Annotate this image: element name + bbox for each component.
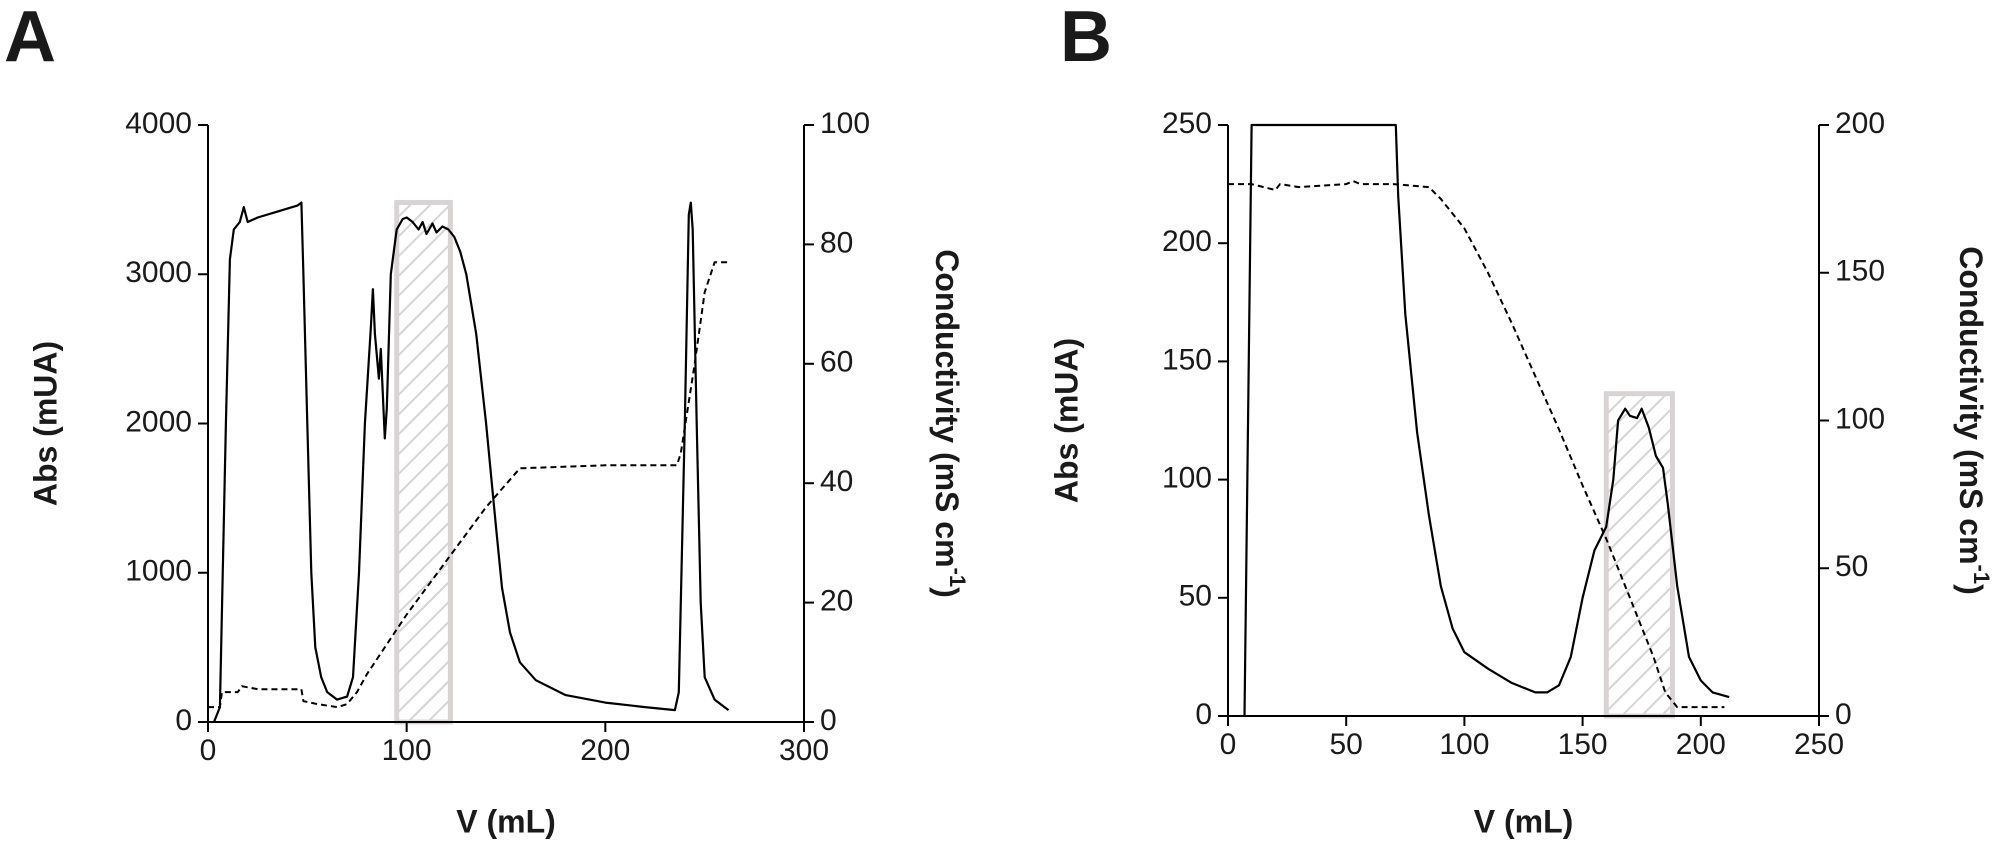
y2-axis-label-sup: -1 bbox=[945, 568, 970, 588]
panel-label: B bbox=[1060, 0, 1112, 77]
y-axis-label: Abs (mUA) bbox=[27, 341, 63, 506]
x-tick-label: 0 bbox=[200, 734, 217, 767]
y2-tick-label: 60 bbox=[820, 346, 853, 379]
y2-tick-label: 20 bbox=[820, 585, 853, 618]
y-tick-label: 100 bbox=[1162, 462, 1212, 495]
y-tick-label: 4000 bbox=[125, 107, 192, 140]
y2-axis-label-text: Conductivity (mS cm bbox=[929, 249, 965, 567]
y2-axis-label-text: Conductivity (mS cm bbox=[1953, 246, 1989, 564]
y2-tick-label: 0 bbox=[1835, 698, 1852, 731]
y2-tick-label: 80 bbox=[820, 226, 853, 259]
y-tick-label: 0 bbox=[1195, 698, 1212, 731]
x-axis-label: V (mL) bbox=[456, 803, 556, 839]
x-tick-label: 50 bbox=[1330, 728, 1363, 761]
y2-tick-label: 150 bbox=[1835, 255, 1885, 288]
y2-tick-label: 50 bbox=[1835, 550, 1868, 583]
y-tick-label: 150 bbox=[1162, 343, 1212, 376]
y-tick-label: 1000 bbox=[125, 555, 192, 588]
absorbance-line bbox=[212, 201, 730, 723]
x-tick-label: 300 bbox=[779, 734, 829, 767]
x-tick-label: 200 bbox=[1676, 728, 1726, 761]
y2-tick-label: 100 bbox=[1835, 402, 1885, 435]
panel-label: A bbox=[4, 0, 56, 77]
y2-axis-label: Conductivity (mS cm-1) bbox=[1953, 246, 1995, 594]
y-tick-label: 50 bbox=[1179, 580, 1212, 613]
y2-tick-label: 0 bbox=[820, 704, 837, 737]
x-tick-label: 250 bbox=[1794, 728, 1844, 761]
y2-tick-label: 100 bbox=[820, 107, 870, 140]
shaded-range bbox=[1603, 391, 1675, 719]
y2-axis-label-end: ) bbox=[929, 587, 965, 598]
y-tick-label: 0 bbox=[175, 704, 192, 737]
y-tick-label: 200 bbox=[1162, 225, 1212, 258]
absorbance-line bbox=[1243, 123, 1730, 717]
y-tick-label: 3000 bbox=[125, 256, 192, 289]
x-tick-label: 150 bbox=[1558, 728, 1608, 761]
y2-axis-label-sup: -1 bbox=[1969, 565, 1994, 585]
y2-axis-label: Conductivity (mS cm-1) bbox=[929, 249, 971, 597]
y2-tick-label: 200 bbox=[1835, 107, 1885, 140]
y2-axis-label-end: ) bbox=[1953, 584, 1989, 595]
x-tick-label: 100 bbox=[382, 734, 432, 767]
x-tick-label: 0 bbox=[1220, 728, 1237, 761]
y-tick-label: 250 bbox=[1162, 107, 1212, 140]
x-tick-label: 100 bbox=[1439, 728, 1489, 761]
x-axis-label: V (mL) bbox=[1474, 803, 1574, 839]
y2-tick-label: 40 bbox=[820, 465, 853, 498]
shaded-range bbox=[394, 200, 453, 725]
y-tick-label: 2000 bbox=[125, 405, 192, 438]
conductivity-line bbox=[1228, 180, 1725, 709]
x-tick-label: 200 bbox=[580, 734, 630, 767]
conductivity-line bbox=[208, 261, 729, 709]
y-axis-label: Abs (mUA) bbox=[1048, 338, 1084, 503]
